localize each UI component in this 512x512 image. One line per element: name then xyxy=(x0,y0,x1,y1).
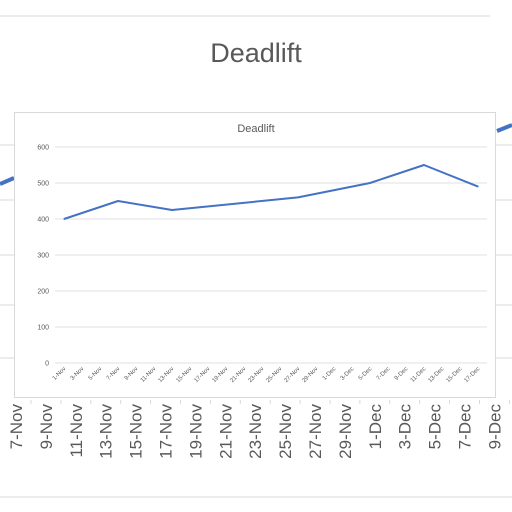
x-tick-label: 25-Nov xyxy=(265,366,283,384)
data-point xyxy=(369,182,371,184)
x-tick-label: 13-Dec xyxy=(427,366,445,384)
gridlines xyxy=(55,146,487,364)
x-tick-label: 1-Nov xyxy=(52,366,68,382)
y-axis: 0 100 200 300 400 500 600 xyxy=(37,145,49,368)
data-point xyxy=(477,186,479,188)
x-tick-label: 17-Dec xyxy=(463,366,481,384)
data-point xyxy=(171,209,173,211)
y-tick-label: 300 xyxy=(37,253,49,260)
x-tick-label: 9-Nov xyxy=(124,366,140,382)
x-tick-label: 15-Dec xyxy=(445,366,463,384)
chart-title: Deadlift xyxy=(237,123,274,135)
x-tick-label: 5-Dec xyxy=(358,366,374,382)
series-deadlift xyxy=(63,164,479,220)
x-tick-label: 19-Nov xyxy=(211,366,229,384)
deadlift-chart[interactable]: Deadlift 0 100 200 300 400 500 600 1-Nov 3-Nov 5… xyxy=(14,112,496,398)
data-point xyxy=(423,164,425,166)
x-tick-label: 1-Dec xyxy=(322,366,338,382)
x-tick-label: 5-Nov xyxy=(88,366,104,382)
x-tick-label: 15-Nov xyxy=(175,366,193,384)
background-x-tick-label: 7-Nov xyxy=(7,404,26,450)
background-x-tick-label: 1-Dec xyxy=(366,404,385,450)
y-tick-label: 0 xyxy=(45,361,49,368)
background-x-axis: 7-Nov 9-Nov 11-Nov 13-Nov 15-Nov 17-Nov 19-Nov… xyxy=(7,400,510,459)
background-x-tick-label: 21-Nov xyxy=(216,404,235,459)
x-tick-label: 23-Nov xyxy=(247,366,265,384)
x-tick-label: 9-Dec xyxy=(394,366,410,382)
background-x-tick-label: 7-Dec xyxy=(456,404,475,450)
y-tick-label: 200 xyxy=(37,289,49,296)
background-gridlines xyxy=(0,144,512,359)
background-series-line-right xyxy=(496,123,512,133)
y-tick-label: 100 xyxy=(37,325,49,332)
x-tick-label: 3-Dec xyxy=(340,366,356,382)
x-tick-label: 7-Nov xyxy=(106,366,122,382)
series-line xyxy=(63,164,479,220)
x-tick-label: 7-Dec xyxy=(376,366,392,382)
x-tick-label: 29-Nov xyxy=(301,366,319,384)
x-tick-label: 17-Nov xyxy=(193,366,211,384)
background-x-tick-label: 27-Nov xyxy=(306,404,325,459)
data-point xyxy=(297,196,299,198)
background-x-tick-label: 19-Nov xyxy=(186,404,205,459)
background-chart-title: Deadlift xyxy=(210,38,302,68)
y-tick-label: 500 xyxy=(37,181,49,188)
background-x-tick-label: 9-Nov xyxy=(37,404,56,450)
background-x-tick-label: 23-Nov xyxy=(246,404,265,459)
x-tick-label: 13-Nov xyxy=(157,366,175,384)
background-x-tick-label: 15-Nov xyxy=(127,404,146,459)
background-x-tick-label: 25-Nov xyxy=(276,404,295,459)
y-tick-label: 400 xyxy=(37,217,49,224)
background-x-tick-label: 5-Dec xyxy=(426,404,445,450)
x-tick-label: 3-Nov xyxy=(70,366,86,382)
x-tick-label: 11-Dec xyxy=(410,366,428,384)
background-x-tick-label: 29-Nov xyxy=(336,404,355,459)
background-x-tick-label: 13-Nov xyxy=(97,404,116,459)
data-point xyxy=(63,218,65,220)
background-x-tick-label: 17-Nov xyxy=(157,404,176,459)
x-tick-label: 21-Nov xyxy=(229,366,247,384)
x-axis: 1-Nov 3-Nov 5-Nov 7-Nov 9-Nov 11-Nov 13-Nov 15-… xyxy=(52,366,482,384)
data-point xyxy=(117,200,119,202)
background-x-tick-label: 3-Dec xyxy=(396,404,415,450)
x-tick-label: 27-Nov xyxy=(283,366,301,384)
background-x-tick-label: 11-Nov xyxy=(67,404,86,458)
x-tick-label: 11-Nov xyxy=(140,366,158,384)
background-x-tick-label: 9-Dec xyxy=(485,404,504,450)
y-tick-label: 600 xyxy=(37,145,49,152)
background-series-line-left xyxy=(0,176,15,186)
